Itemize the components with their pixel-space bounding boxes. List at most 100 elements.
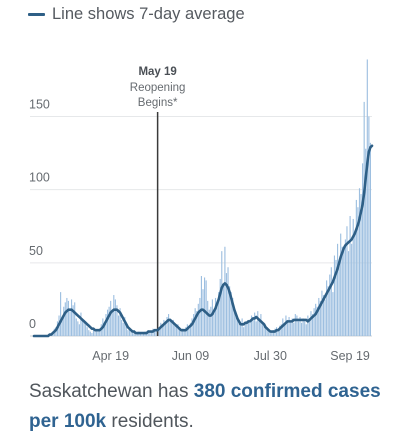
daily-bar (318, 297, 320, 336)
daily-bar (324, 299, 326, 336)
daily-bar (207, 300, 209, 336)
daily-bar (166, 316, 168, 336)
daily-bar (175, 327, 177, 336)
daily-bar (69, 311, 71, 336)
daily-bar (229, 286, 231, 336)
daily-bar (355, 199, 357, 336)
daily-bar (149, 333, 151, 336)
daily-bar (113, 295, 115, 336)
daily-bar (263, 322, 265, 336)
daily-bar (308, 318, 310, 336)
daily-bar (94, 331, 96, 336)
daily-bar (177, 324, 179, 336)
daily-bar (360, 194, 362, 336)
daily-bar (362, 163, 364, 336)
daily-bar (117, 315, 120, 336)
daily-bar (258, 319, 260, 336)
daily-bar (316, 306, 318, 336)
daily-bar (340, 233, 342, 336)
daily-bar (310, 311, 312, 336)
daily-bar (193, 314, 195, 336)
daily-bar (85, 324, 87, 336)
daily-bar (243, 327, 245, 336)
daily-case-bars (49, 59, 371, 337)
daily-bar (96, 331, 98, 336)
daily-bar (174, 325, 176, 336)
daily-bar (153, 330, 156, 336)
daily-bar (132, 333, 134, 336)
daily-bar (352, 218, 354, 336)
daily-bar (333, 255, 336, 336)
daily-bar (88, 330, 90, 336)
daily-bar (261, 324, 264, 336)
daily-bar (225, 273, 228, 336)
daily-bar (236, 319, 238, 336)
daily-bar (125, 325, 127, 336)
caption-suffix: residents. (106, 411, 194, 432)
daily-bar (81, 318, 84, 336)
daily-bar (78, 324, 80, 336)
daily-bar (122, 322, 124, 336)
daily-bar (200, 276, 202, 336)
daily-bar (358, 188, 361, 336)
daily-bar (155, 331, 157, 336)
summary-caption: Saskatchewan has 380 confirmed cases per… (29, 377, 389, 437)
daily-bar (188, 328, 190, 336)
daily-bar (202, 289, 204, 336)
daily-bar (63, 306, 65, 336)
daily-bar (136, 333, 138, 336)
daily-bar (146, 333, 148, 336)
daily-bar (338, 265, 340, 336)
daily-bar (141, 334, 143, 336)
daily-bar (321, 290, 323, 336)
daily-bar (296, 315, 298, 336)
daily-bar (238, 321, 240, 336)
y-tick-label: 0 (29, 317, 36, 331)
legend-line-swatch (28, 12, 45, 16)
daily-bar (277, 330, 279, 336)
daily-bar (311, 314, 314, 336)
daily-bar (67, 300, 69, 336)
daily-bar (255, 321, 257, 336)
daily-bar (322, 295, 325, 336)
daily-bar (224, 246, 226, 336)
daily-bar (327, 286, 329, 336)
daily-bar (232, 297, 234, 336)
daily-bar (86, 327, 88, 336)
daily-bar (168, 314, 170, 336)
daily-bar (164, 321, 167, 336)
daily-bar (119, 308, 121, 336)
daily-bar (271, 331, 273, 336)
daily-bar (77, 321, 79, 336)
daily-bar (252, 316, 254, 336)
daily-bar (64, 302, 66, 336)
daily-bar (239, 325, 242, 336)
daily-bar (326, 280, 328, 336)
daily-bar (266, 327, 268, 336)
daily-bar (254, 312, 256, 336)
daily-bar (194, 308, 196, 336)
daily-bar (297, 321, 300, 336)
daily-bar (160, 322, 162, 336)
daily-bar (61, 316, 63, 336)
daily-bar (286, 319, 289, 336)
daily-bar (210, 306, 212, 336)
daily-bar (301, 322, 303, 336)
daily-bar (291, 318, 293, 336)
cases-chart: May 19 Reopening Begins* 0 50 100 150 Apr 1… (29, 59, 374, 363)
annotation-date: May 19 (138, 66, 176, 78)
daily-bar (158, 327, 160, 336)
daily-bar (265, 328, 267, 336)
daily-bar (205, 280, 207, 336)
daily-bar (313, 308, 315, 336)
daily-bar (221, 251, 223, 336)
daily-bar (288, 316, 290, 336)
daily-bar (150, 331, 152, 336)
caption-highlight: 380 confirmed cases per 100k (29, 381, 381, 432)
daily-bar (307, 315, 309, 336)
daily-bar (197, 303, 199, 336)
daily-bar (116, 305, 118, 336)
daily-bar (114, 299, 116, 336)
daily-bar (257, 311, 259, 336)
daily-bar (280, 324, 282, 336)
